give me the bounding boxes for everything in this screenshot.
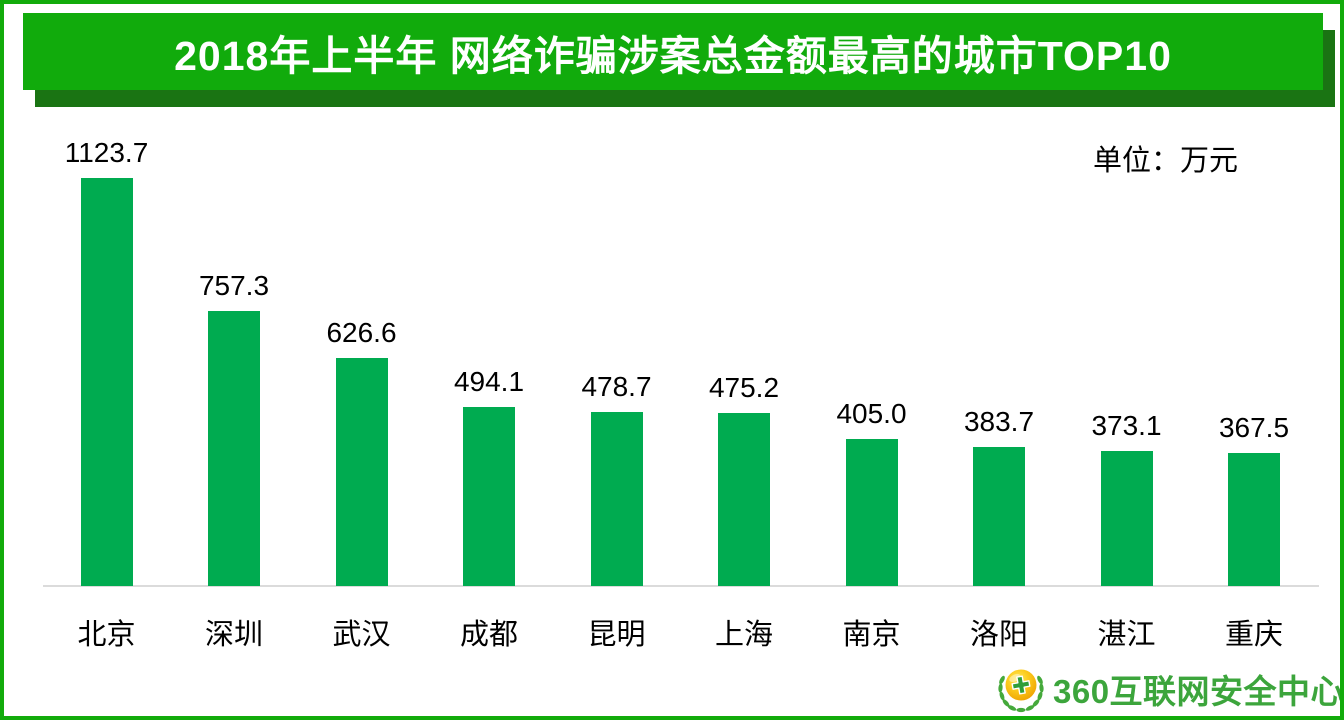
bar-value-label: 478.7 xyxy=(581,371,652,402)
bar xyxy=(463,407,515,586)
bar-value-label: 1123.7 xyxy=(64,137,149,168)
bar-value-label: 373.1 xyxy=(1091,410,1162,441)
bar xyxy=(845,439,898,586)
x-axis-category-label: 上海 xyxy=(714,619,773,651)
x-axis-category-label: 湛江 xyxy=(1097,619,1156,651)
x-axis-category-label: 昆明 xyxy=(587,619,646,651)
x-axis-line xyxy=(43,585,1319,587)
bar-value-label: 626.6 xyxy=(326,317,397,348)
bar-value-label: 383.7 xyxy=(963,406,1035,437)
x-axis-category-label: 武汉 xyxy=(332,619,391,651)
x-axis-category-label: 洛阳 xyxy=(969,619,1028,651)
footer-logo: 360互联网安全中心 xyxy=(996,663,1344,715)
bar xyxy=(335,358,388,586)
bar xyxy=(718,413,770,586)
x-axis-category-label: 成都 xyxy=(459,619,518,651)
360-security-center-logo-icon xyxy=(998,669,1044,713)
footer-logo-text: 360互联网安全中心 xyxy=(1053,673,1344,710)
bar xyxy=(80,178,133,586)
bar xyxy=(590,412,643,586)
bar-value-label: 757.3 xyxy=(198,270,270,301)
x-axis-category-label: 深圳 xyxy=(204,619,263,651)
bar xyxy=(1228,453,1280,586)
bar-value-label: 405.0 xyxy=(836,398,907,429)
bar-value-label: 367.5 xyxy=(1218,412,1290,443)
bar-value-label: 475.2 xyxy=(708,372,780,403)
bar xyxy=(1100,451,1153,586)
x-axis-category-label: 重庆 xyxy=(1224,619,1283,651)
x-axis-category-label: 南京 xyxy=(842,619,901,651)
x-axis-category-label: 北京 xyxy=(77,619,136,651)
title-banner: 2018年上半年 网络诈骗涉案总金额最高的城市TOP10 xyxy=(23,13,1323,90)
bar xyxy=(208,311,260,586)
bar xyxy=(973,447,1025,586)
bar-value-label: 494.1 xyxy=(453,366,525,397)
unit-label: 单位：万元 xyxy=(1092,145,1238,177)
page-title: 2018年上半年 网络诈骗涉案总金额最高的城市TOP10 xyxy=(174,32,1172,79)
